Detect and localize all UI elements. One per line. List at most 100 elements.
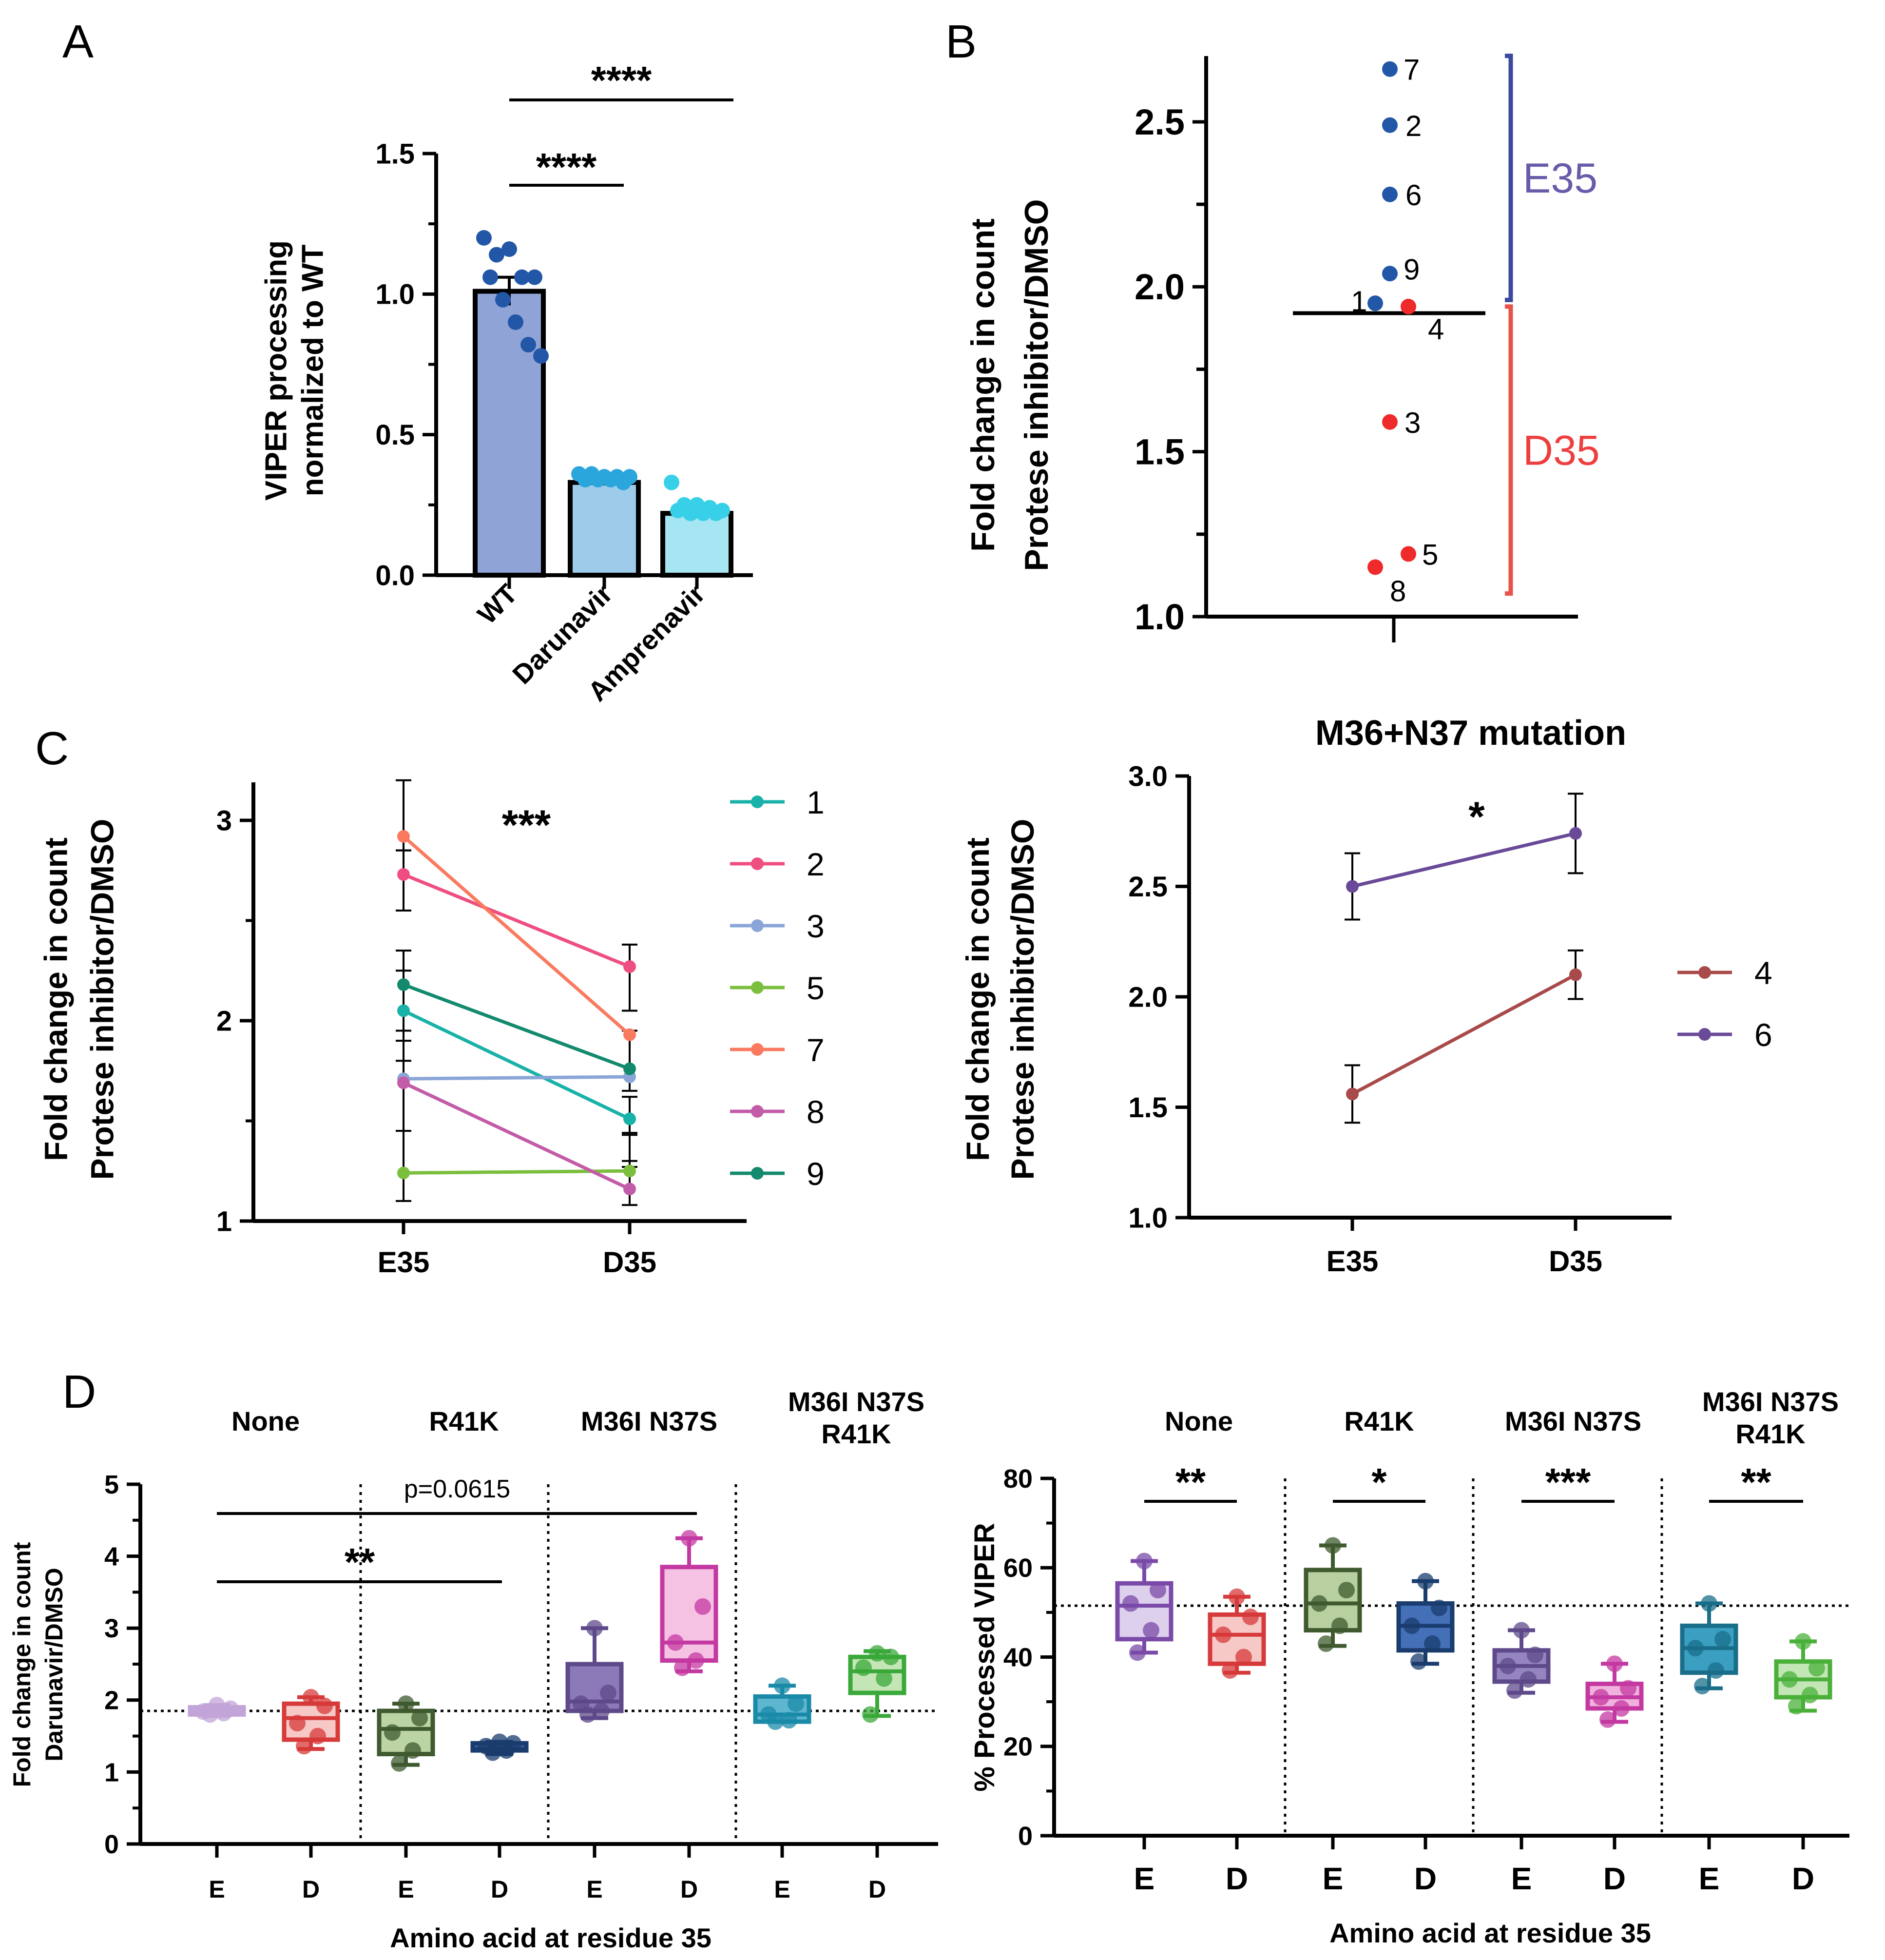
group-label: E35 [1523,155,1597,202]
data-point [498,1742,515,1759]
y-tick-label: 0 [104,1830,119,1859]
data-point [1506,1682,1523,1699]
x-tick-label: D35 [1549,1245,1602,1278]
group-title: M36I N37S [788,1386,924,1417]
group-title: R41K [1735,1418,1805,1449]
data-point [1143,1622,1159,1639]
data-point [508,314,523,330]
data-point [1599,1711,1616,1728]
data-point [695,505,711,522]
data-point [501,241,517,257]
data-point [1708,1662,1724,1679]
chart-title: M36+N37 mutation [1315,714,1626,753]
data-point [876,1670,892,1687]
series-point-7 [397,830,410,843]
x-tick-label: E [774,1876,790,1903]
comparison-label: p=0.0615 [404,1475,510,1503]
x-tick-label: E [1323,1861,1344,1896]
x-tick-label: D [1226,1861,1248,1896]
x-tick-label: D [868,1876,886,1903]
data-point [316,1697,333,1714]
bar-WT [473,289,546,578]
data-point [1808,1660,1825,1677]
panel-a-label: A [62,16,94,68]
bar-Darunavir [568,480,641,578]
data-point [520,337,536,353]
legend-label: 4 [1754,955,1772,991]
x-tick-label: WT [471,578,523,630]
y-axis-label: % Processed VIPER [969,1523,1000,1791]
data-point [1222,1662,1238,1679]
data-point [484,1744,501,1761]
legend-label: 1 [807,784,825,820]
y-tick-label: 1.0 [375,279,415,310]
significance-label: ** [1741,1460,1771,1504]
series-line-8 [403,1081,631,1191]
y-tick-label: 60 [1003,1553,1033,1583]
legend-label: 5 [807,970,825,1006]
y-tick-label: 3.0 [1128,760,1168,792]
panel-c-right-line-chart: 1.0 1.5 2.0 2.5 3.0 E35 D35 M36+N37 mutation Fol… [960,714,1772,1278]
data-point [855,1659,872,1676]
legend-marker [751,1167,764,1180]
legend-marker [751,857,764,870]
data-point [514,269,530,285]
data-point [1795,1633,1811,1650]
series-point-9 [623,1062,636,1075]
series-point-8 [623,1183,636,1196]
data-point [862,1706,879,1723]
x-tick-label: D35 [603,1246,656,1279]
data-point [411,1709,428,1727]
y-axis-label: Protese inhibitor/DMSO [1004,819,1040,1180]
data-point [774,1677,790,1694]
data-point [593,1702,610,1719]
data-point [1520,1671,1537,1688]
y-tick-label: 3 [216,805,232,836]
data-point [1527,1646,1543,1663]
significance-label: ** [1175,1460,1206,1504]
data-point [1694,1678,1711,1695]
legend-label: 7 [807,1032,825,1068]
series-point-6 [1569,827,1582,840]
significance-label: * [1468,794,1485,840]
data-point [1404,1617,1420,1634]
significance-label: **** [536,145,597,189]
y-axis-label: Darunavir/DMSO [40,1568,68,1761]
y-tick-label: 40 [1003,1643,1033,1672]
data-point [1788,1698,1805,1715]
y-axis-label: Protese inhibitor/DMSO [1018,199,1055,571]
data-point [1417,1572,1434,1590]
y-tick-label: 0.5 [375,419,415,451]
point-label: 7 [1404,54,1420,86]
point-label: 1 [1351,285,1367,318]
data-point [1311,1595,1327,1612]
group-title: R41K [1344,1406,1414,1436]
group-label: D35 [1523,427,1600,474]
data-point [398,1695,414,1712]
x-axis-label: Amino acid at residue 35 [1329,1918,1651,1948]
legend-marker [751,1105,764,1118]
group-bracket [1505,304,1513,596]
significance-label: *** [502,802,551,849]
panel-b-scatter-chart: 1.0 1.5 2.0 2.5 Fold change in count Protese … [964,54,1600,642]
y-tick-label: 2.5 [1128,871,1168,903]
data-point [495,291,511,308]
y-tick-label: 2.0 [1128,981,1168,1013]
data-point [1593,1688,1609,1706]
y-tick-label: 4 [104,1542,119,1572]
series-line-3 [403,1075,630,1081]
data-point [533,348,549,364]
significance-label: *** [1545,1460,1591,1504]
x-tick-label: E [586,1876,602,1903]
group-title: M36I N37S [1702,1386,1839,1417]
series-point-2 [397,868,410,881]
y-tick-label: 2 [216,1005,232,1037]
y-tick-label: 1 [216,1205,232,1237]
series-point-9 [397,978,410,991]
data-point [1513,1622,1530,1639]
x-tick-label: D [302,1876,320,1903]
x-tick-label: D [680,1876,698,1903]
point-label: 8 [1390,575,1406,608]
series-point-4 [1346,1087,1359,1101]
